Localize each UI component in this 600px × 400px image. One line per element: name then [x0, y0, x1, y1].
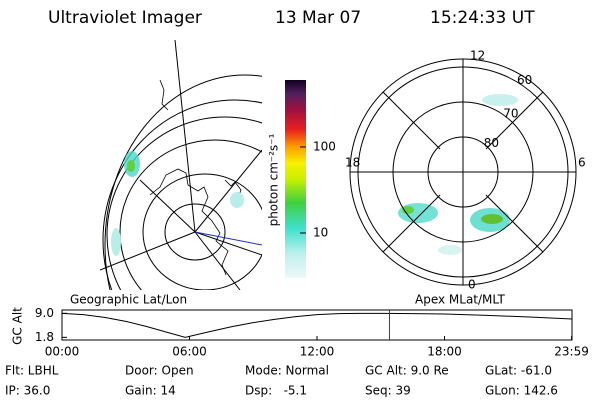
- orbit-xtick-label: 18:00: [427, 345, 462, 359]
- colorbar: [285, 80, 306, 278]
- mlt-label: 12: [470, 49, 485, 63]
- mlt-label: 18: [345, 156, 360, 170]
- status-field: Door: Open: [125, 364, 194, 378]
- orbit-ylabel: GC Alt: [11, 307, 25, 345]
- status-field: GC Alt: 9.0 Re: [365, 364, 449, 378]
- colorbar-tick-label: 10: [313, 226, 328, 240]
- status-field: Gain: 14: [125, 384, 176, 398]
- lat-ring: [392, 101, 534, 243]
- mlt-label: 6: [578, 156, 586, 170]
- lat-ring: [427, 136, 499, 208]
- altitude-trace: [61, 312, 573, 338]
- status-field: GLat: -61.0: [485, 364, 552, 378]
- lat-ring-label: 70: [503, 106, 518, 120]
- mlt-label: 0: [468, 278, 476, 292]
- lat-ring-label: 80: [484, 136, 499, 150]
- date: 13 Mar 07: [275, 8, 361, 28]
- orbit-xtick-label: 06:00: [172, 345, 207, 359]
- lat-ring-label: 60: [517, 73, 532, 87]
- status-field: GLon: 142.6: [485, 384, 558, 398]
- lat-ring: [357, 66, 569, 278]
- geographic-map: [100, 39, 262, 290]
- orbit-ytick-label: 1.8: [35, 330, 54, 344]
- polar-grid: [349, 58, 577, 286]
- colorbar-tick-label: 100: [313, 139, 336, 153]
- status-field: Seq: 39: [365, 384, 411, 398]
- colorbar-label: photon cm⁻²s⁻¹: [267, 133, 281, 226]
- status-field: Mode: Normal: [245, 364, 329, 378]
- orbit-xtick-label: 23:59: [554, 345, 589, 359]
- time: 15:24:33 UT: [430, 8, 535, 28]
- orbit-xtick-label: 12:00: [300, 345, 335, 359]
- orbit-xtick-label: 00:00: [45, 345, 80, 359]
- title: Ultraviolet Imager: [48, 8, 202, 28]
- orbit-right-label: Apex MLat/MLT: [415, 293, 505, 307]
- status-field: IP: 36.0: [5, 384, 50, 398]
- status-field: Flt: LBHL: [5, 364, 59, 378]
- aurora-blobs: [398, 94, 518, 255]
- orbit-left-label: Geographic Lat/Lon: [70, 293, 187, 307]
- orbit-ytick-label: 9.0: [35, 306, 54, 320]
- status-field: Dsp: -5.1: [245, 384, 307, 398]
